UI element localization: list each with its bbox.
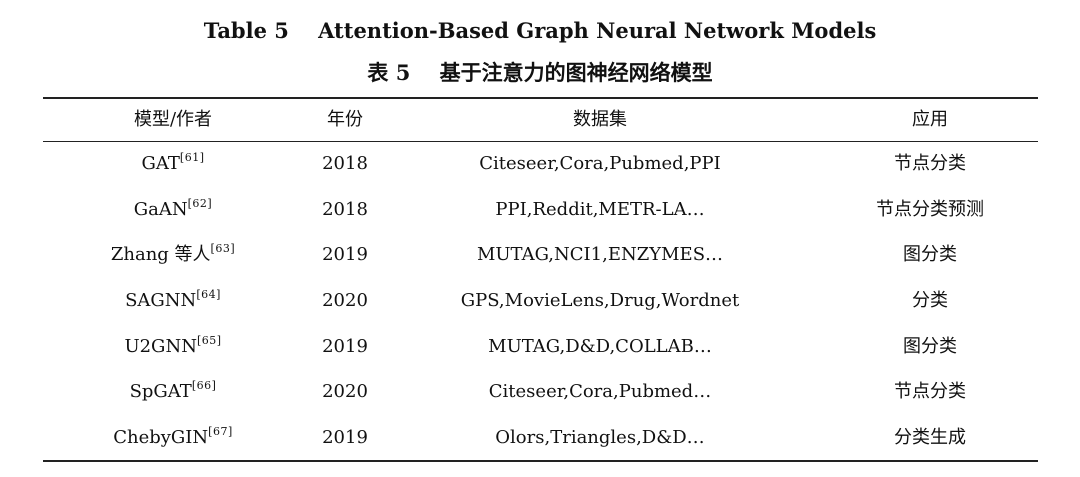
model-cell: Zhang 等人[63] (63, 242, 283, 269)
citation-ref: [67] (208, 425, 233, 438)
citation-ref: [65] (196, 334, 222, 347)
year-cell: 2019 (322, 244, 368, 265)
application-cell: 分类生成 (894, 427, 966, 448)
year-cell: 2019 (322, 427, 368, 448)
table-header-rule (43, 141, 1038, 142)
dataset-cell: MUTAG,NCI1,ENZYMES… (476, 244, 724, 265)
citation-ref: [61] (179, 151, 205, 164)
header-model: 模型/作者 (133, 109, 213, 130)
citation-ref: [64] (196, 288, 221, 301)
dataset-cell: GPS,MovieLens,Drug,Wordnet (460, 290, 740, 311)
citation-ref: [63] (210, 242, 236, 255)
year-cell: 2019 (322, 336, 368, 357)
model-cell: U2GNN[65] (63, 334, 283, 361)
citation-ref: [62] (187, 197, 213, 210)
dataset-cell: Olors,Triangles,D&D… (495, 427, 705, 448)
application-cell: 图分类 (903, 244, 957, 265)
application-cell: 节点分类 (894, 381, 966, 402)
year-cell: 2020 (322, 290, 368, 311)
model-cell: SpGAT[66] (63, 379, 283, 406)
application-cell: 节点分类 (894, 153, 966, 174)
table-caption-chinese: 表 5 基于注意力的图神经网络模型 (367, 60, 713, 85)
header-dataset: 数据集 (573, 109, 627, 130)
model-name: Zhang 等人 (110, 244, 211, 265)
model-name: GaAN (133, 199, 188, 220)
table-bottom-rule (43, 460, 1038, 462)
dataset-cell: Citeseer,Cora,Pubmed,PPI (479, 153, 721, 174)
model-name: GAT (141, 153, 180, 174)
model-name: ChebyGIN (113, 427, 209, 448)
dataset-cell: Citeseer,Cora,Pubmed… (488, 381, 712, 402)
table-top-rule (43, 97, 1038, 99)
model-cell: GaAN[62] (63, 197, 283, 224)
header-year: 年份 (327, 109, 363, 130)
dataset-cell: PPI,Reddit,METR-LA… (495, 199, 705, 220)
model-name: SAGNN (125, 290, 197, 311)
year-cell: 2018 (322, 153, 368, 174)
table-caption-english: Table 5 Attention-Based Graph Neural Net… (203, 18, 877, 43)
model-cell: ChebyGIN[67] (63, 425, 283, 452)
citation-ref: [66] (191, 379, 217, 392)
application-cell: 图分类 (903, 336, 957, 357)
header-application: 应用 (912, 109, 948, 130)
model-name: U2GNN (124, 336, 197, 357)
model-name: SpGAT (129, 381, 192, 402)
application-cell: 分类 (912, 290, 948, 311)
application-cell: 节点分类预测 (876, 199, 984, 220)
year-cell: 2018 (322, 199, 368, 220)
year-cell: 2020 (322, 381, 368, 402)
model-cell: SAGNN[64] (63, 288, 283, 315)
dataset-cell: MUTAG,D&D,COLLAB… (488, 336, 712, 357)
model-cell: GAT[61] (63, 151, 283, 178)
